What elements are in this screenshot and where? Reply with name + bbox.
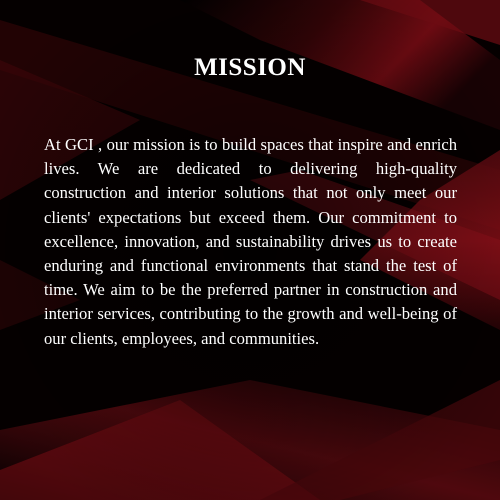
- page-title: MISSION: [194, 54, 306, 81]
- mission-statement: At GCI , our mission is to build spaces …: [44, 135, 457, 348]
